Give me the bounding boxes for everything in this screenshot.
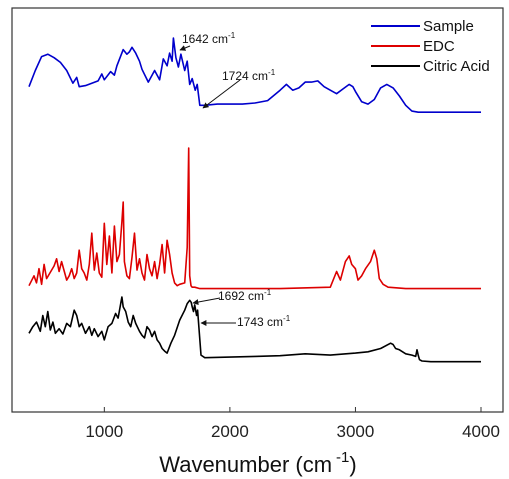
x-tick-label: 2000	[211, 422, 249, 441]
annotation-label: 1724 cm-1	[222, 68, 276, 83]
annotation-label: 1743 cm-1	[237, 314, 291, 329]
annotation-arrow	[202, 79, 241, 109]
x-tick-label: 1000	[85, 422, 123, 441]
annotation-label: 1692 cm-1	[218, 288, 272, 303]
plot-frame	[11, 7, 504, 413]
annotation-arrow	[192, 297, 221, 305]
legend-label: Sample	[423, 18, 474, 35]
series-line-edc	[28, 147, 481, 290]
annotation-label: 1642 cm-1	[182, 31, 236, 46]
x-axis-label: Wavenumber (cm -1)	[159, 449, 356, 477]
series-line-citric-acid	[28, 296, 481, 363]
legend-label: EDC	[423, 38, 455, 55]
annotation-layer: 1642 cm-1 1724 cm-1 1692 cm-1 1743 cm-1	[179, 31, 291, 329]
series-line-sample	[28, 37, 481, 113]
x-axis-ticks: 1000 2000 3000 4000	[85, 407, 500, 441]
annotation-arrow	[179, 45, 191, 51]
series-layer	[28, 37, 481, 363]
legend: Sample EDC Citric Acid	[371, 18, 490, 75]
x-tick-label: 3000	[337, 422, 375, 441]
legend-label: Citric Acid	[423, 58, 490, 75]
x-tick-label: 4000	[462, 422, 500, 441]
